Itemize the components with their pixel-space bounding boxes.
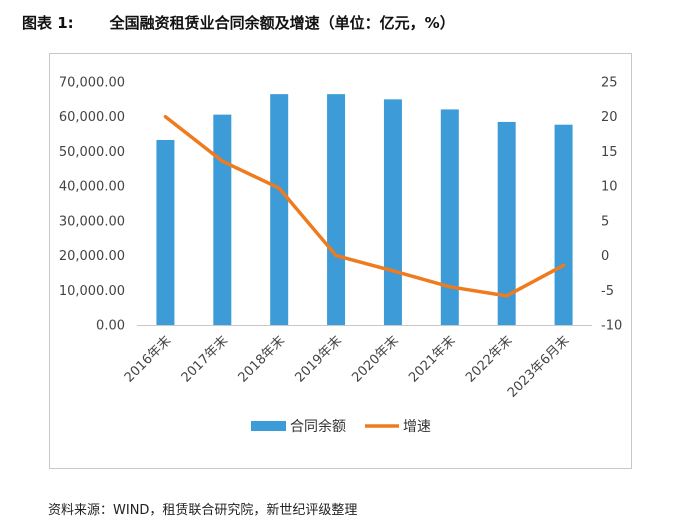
x-tick-label: 2019年末 [292,333,344,385]
x-tick-label: 2018年末 [236,333,288,385]
bar [497,121,516,326]
right-tick-label: -10 [601,319,622,334]
x-axis: 2016年末 2017年末 2018年末 2019年末 2020年末 2021年末 2022… [122,333,573,400]
legend: 合同余额 增速 [251,418,431,435]
bar [440,109,459,325]
legend-label: 增速 [403,419,431,435]
left-tick-label: 30,000.00 [59,214,125,229]
legend-swatch-bar [251,421,286,431]
line-series [163,114,566,298]
x-tick-label: 2020年末 [349,333,401,385]
x-tick-label: 2022年末 [463,333,515,385]
bar [383,99,402,325]
bar-series [137,94,592,326]
figure-title-text: 全国融资租赁业合同余额及增速（单位：亿元，%） [109,14,455,32]
left-tick-label: 60,000.00 [59,110,125,125]
left-tick-label: 40,000.00 [59,180,125,195]
bar [156,139,175,325]
x-tick-label: 2017年末 [179,333,231,385]
right-tick-label: 15 [601,145,618,160]
right-axis: -10 -5 0 5 10 15 20 25 [601,76,622,334]
figure-label: 图表 1: [22,14,74,32]
right-tick-label: 5 [601,214,609,229]
left-tick-label: 20,000.00 [59,249,125,264]
growth-line [163,114,566,298]
figure-title: 图表 1: 全国融资租赁业合同余额及增速（单位：亿元，%） [22,12,455,33]
left-axis: 0.00 10,000.00 20,000.00 30,000.00 40,000.00… [59,76,125,334]
bar [327,94,346,326]
bar [554,124,573,325]
left-tick-label: 50,000.00 [59,145,125,160]
right-tick-label: 20 [601,110,618,125]
bar [213,114,232,325]
legend-label: 合同余额 [290,418,346,435]
x-tick-label: 2016年末 [122,333,174,385]
right-tick-label: 10 [601,180,618,195]
left-tick-label: 0.00 [96,319,125,334]
x-tick-label: 2021年末 [406,333,458,385]
chart-frame [49,53,632,469]
right-tick-label: -5 [601,284,614,299]
source-note: 资料来源：WIND，租赁联合研究院，新世纪评级整理 [48,503,358,518]
x-tick-label: 2023年6月末 [505,333,572,400]
right-tick-label: 25 [601,76,618,91]
left-tick-label: 70,000.00 [59,76,125,91]
right-tick-label: 0 [601,249,609,264]
left-tick-label: 10,000.00 [59,284,125,299]
bar [270,94,289,326]
